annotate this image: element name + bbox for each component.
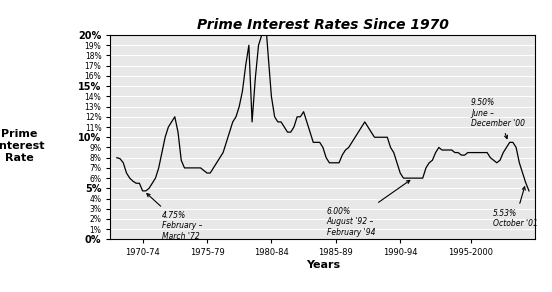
Title: Prime Interest Rates Since 1970: Prime Interest Rates Since 1970: [197, 18, 449, 32]
Text: 5.53%
October '01: 5.53% October '01: [493, 187, 538, 228]
Text: Prime
Interest
Rate: Prime Interest Rate: [0, 129, 44, 163]
Text: 4.75%
February –
March '72: 4.75% February – March '72: [147, 194, 203, 241]
Text: 20.50%
August '81: 20.50% August '81: [0, 291, 1, 292]
X-axis label: Years: Years: [306, 260, 340, 270]
Text: 6.00%
August '92 –
February '94: 6.00% August '92 – February '94: [327, 180, 410, 237]
Text: 9.50%
June –
December '00: 9.50% June – December '00: [471, 98, 525, 139]
